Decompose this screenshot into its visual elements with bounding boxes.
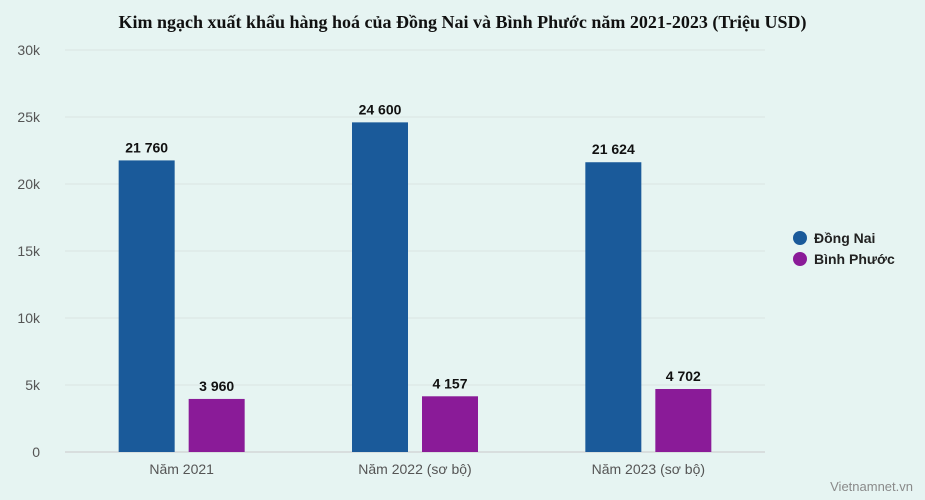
legend-label[interactable]: Đồng Nai [814, 230, 875, 246]
y-tick-label: 0 [32, 444, 40, 460]
y-tick-label: 30k [17, 42, 41, 58]
bar [585, 162, 642, 452]
data-label: 21 760 [125, 139, 168, 155]
x-tick-label: Năm 2022 (sơ bộ) [358, 461, 471, 477]
y-tick-label: 10k [17, 310, 41, 326]
legend-marker [793, 231, 807, 245]
bar [118, 160, 175, 452]
chart-title: Kim ngạch xuất khẩu hàng hoá của Đồng Na… [118, 12, 807, 32]
y-tick-label: 20k [17, 176, 41, 192]
y-tick-label: 25k [17, 109, 41, 125]
x-tick-label: Năm 2021 [149, 461, 214, 477]
y-tick-label: 15k [17, 243, 41, 259]
bar [655, 388, 712, 452]
bar [352, 122, 408, 453]
watermark: Vietnamnet.vn [830, 479, 913, 494]
data-label: 21 624 [592, 141, 635, 157]
legend-marker [793, 252, 807, 266]
data-label: 3 960 [199, 378, 234, 394]
legend-label[interactable]: Bình Phước [814, 251, 895, 267]
data-label: 4 157 [432, 375, 467, 391]
y-tick-label: 5k [25, 377, 41, 393]
legend: Đồng Nai Bình Phước [793, 230, 895, 267]
labels-layer: 21 760 3 960 Năm 2021 24 600 4 157 Năm 2022 (… [125, 101, 705, 477]
bar [188, 398, 245, 452]
grid-layer: 0 5k 10k 15k 20k 25k 30k [17, 42, 765, 460]
bar [422, 396, 478, 452]
data-label: 24 600 [359, 101, 402, 117]
bars-layer [118, 122, 712, 453]
x-tick-label: Năm 2023 (sơ bộ) [592, 461, 705, 477]
data-label: 4 702 [666, 368, 701, 384]
